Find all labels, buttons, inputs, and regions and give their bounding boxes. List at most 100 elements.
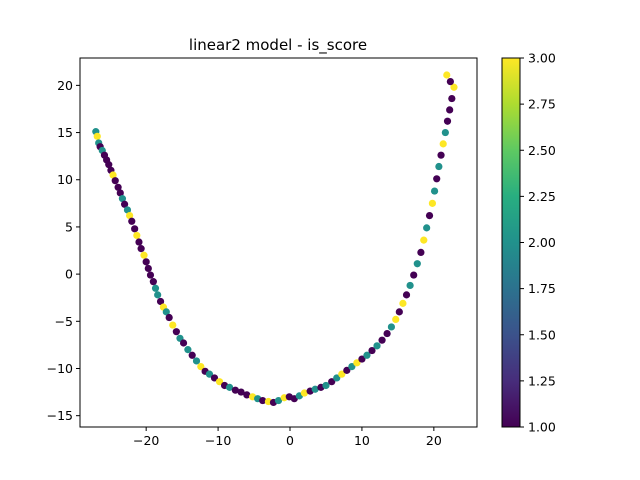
colorbar-axis: 1.00 1.25 1.50 1.75 2.00 2.25 2.50 2.75 3.00	[520, 51, 556, 435]
x-axis: −20 −10 0 10 20	[133, 427, 442, 448]
scatter-point	[135, 238, 143, 246]
scatter-point	[392, 315, 400, 324]
x-tick-label: 10	[354, 433, 370, 448]
x-tick-label: −20	[133, 433, 159, 448]
colorbar-tick-label: 1.50	[528, 327, 556, 342]
x-tick-label: −10	[205, 433, 231, 448]
scatter-point	[413, 260, 421, 268]
scatter-point	[406, 281, 414, 290]
y-tick-label: 10	[57, 172, 73, 187]
colorbar-tick-label: 2.50	[528, 143, 556, 158]
scatter-point	[140, 251, 148, 259]
scatter-point	[410, 271, 418, 279]
scatter-point	[402, 291, 411, 299]
scatter-point	[165, 313, 173, 322]
scatter-point	[142, 258, 150, 266]
y-tick-label: −5	[55, 314, 73, 329]
scatter-point	[146, 271, 155, 279]
y-axis: −15 −10 −5 0 5 10 15 20	[47, 78, 80, 423]
colorbar-tick-label: 1.25	[528, 373, 556, 388]
scatter-point	[131, 225, 139, 233]
scatter-point	[383, 329, 391, 338]
scatter-point	[118, 195, 127, 203]
points-layer	[92, 71, 458, 407]
scatter-point	[137, 245, 145, 253]
scatter-point	[192, 357, 201, 365]
scatter-point	[231, 386, 239, 394]
scatter-point	[439, 140, 447, 148]
scatter-point	[156, 297, 165, 306]
scatter-point	[448, 94, 456, 103]
x-tick-label: 0	[286, 433, 294, 448]
scatter-point	[128, 217, 136, 225]
scatter-point	[358, 355, 366, 363]
scatter-point	[184, 346, 192, 354]
scatter-point	[353, 359, 361, 367]
scatter-point	[443, 117, 452, 125]
scatter-point	[423, 224, 431, 232]
scatter-point	[433, 175, 441, 183]
scatter-point	[172, 328, 180, 336]
scatter-point	[428, 199, 437, 207]
y-tick-label: 20	[57, 78, 73, 93]
scatter-point	[154, 291, 162, 299]
scatter-point	[446, 77, 454, 86]
scatter-point	[237, 388, 245, 396]
scatter-point	[149, 278, 157, 286]
scatter-point	[179, 339, 188, 347]
scatter-point	[437, 151, 445, 159]
scatter-point	[328, 378, 336, 386]
scatter-point	[205, 370, 214, 378]
scatter-point	[378, 336, 386, 344]
scatter-point	[215, 378, 224, 386]
scatter-point	[105, 161, 113, 169]
scatter-point	[109, 171, 117, 179]
scatter-point	[333, 374, 341, 382]
colorbar-tick-label: 1.75	[528, 281, 556, 296]
scatter-point	[373, 342, 381, 350]
scatter-point	[116, 189, 124, 197]
scatter-point	[450, 83, 458, 91]
scatter-point	[417, 248, 425, 257]
colorbar-tick-label: 2.00	[528, 235, 556, 250]
scatter-point	[395, 308, 403, 316]
scatter-point	[322, 381, 330, 390]
scatter-point	[274, 396, 283, 405]
y-tick-label: −10	[47, 361, 73, 376]
y-tick-label: 5	[65, 219, 73, 234]
scatter-point	[443, 71, 451, 79]
scatter-point	[123, 206, 132, 214]
y-tick-label: −15	[47, 408, 73, 423]
scatter-point	[243, 391, 251, 399]
scatter-point	[133, 231, 141, 240]
plot-frame	[79, 57, 478, 428]
scatter-point	[311, 385, 319, 393]
colorbar-tick-label: 2.25	[528, 189, 556, 204]
colorbar	[501, 57, 521, 428]
scatter-point	[446, 106, 454, 114]
scatter-point	[430, 187, 439, 195]
scatter-point	[126, 212, 134, 220]
scatter-point	[420, 236, 428, 244]
scatter-point	[300, 389, 308, 397]
y-tick-label: 0	[65, 267, 73, 282]
scatter-point	[120, 200, 129, 208]
scatter-point	[399, 299, 407, 307]
scatter-point	[435, 162, 443, 171]
scatter-point	[387, 323, 396, 331]
chart-title: linear2 model - is_score	[189, 36, 367, 55]
colorbar-tick-label: 3.00	[528, 51, 556, 66]
scatter-point	[259, 396, 267, 405]
scatter-point	[144, 264, 152, 273]
colorbar-tick-label: 1.00	[528, 420, 556, 435]
y-tick-label: 15	[57, 125, 73, 140]
scatter-point	[197, 363, 205, 371]
scatter-point	[225, 383, 234, 391]
scatter-point	[343, 366, 351, 374]
scatter-point	[368, 346, 376, 355]
scatter-point	[338, 370, 346, 378]
x-tick-label: 20	[426, 433, 442, 448]
scatter-point	[111, 177, 119, 185]
scatter-point	[363, 351, 371, 359]
